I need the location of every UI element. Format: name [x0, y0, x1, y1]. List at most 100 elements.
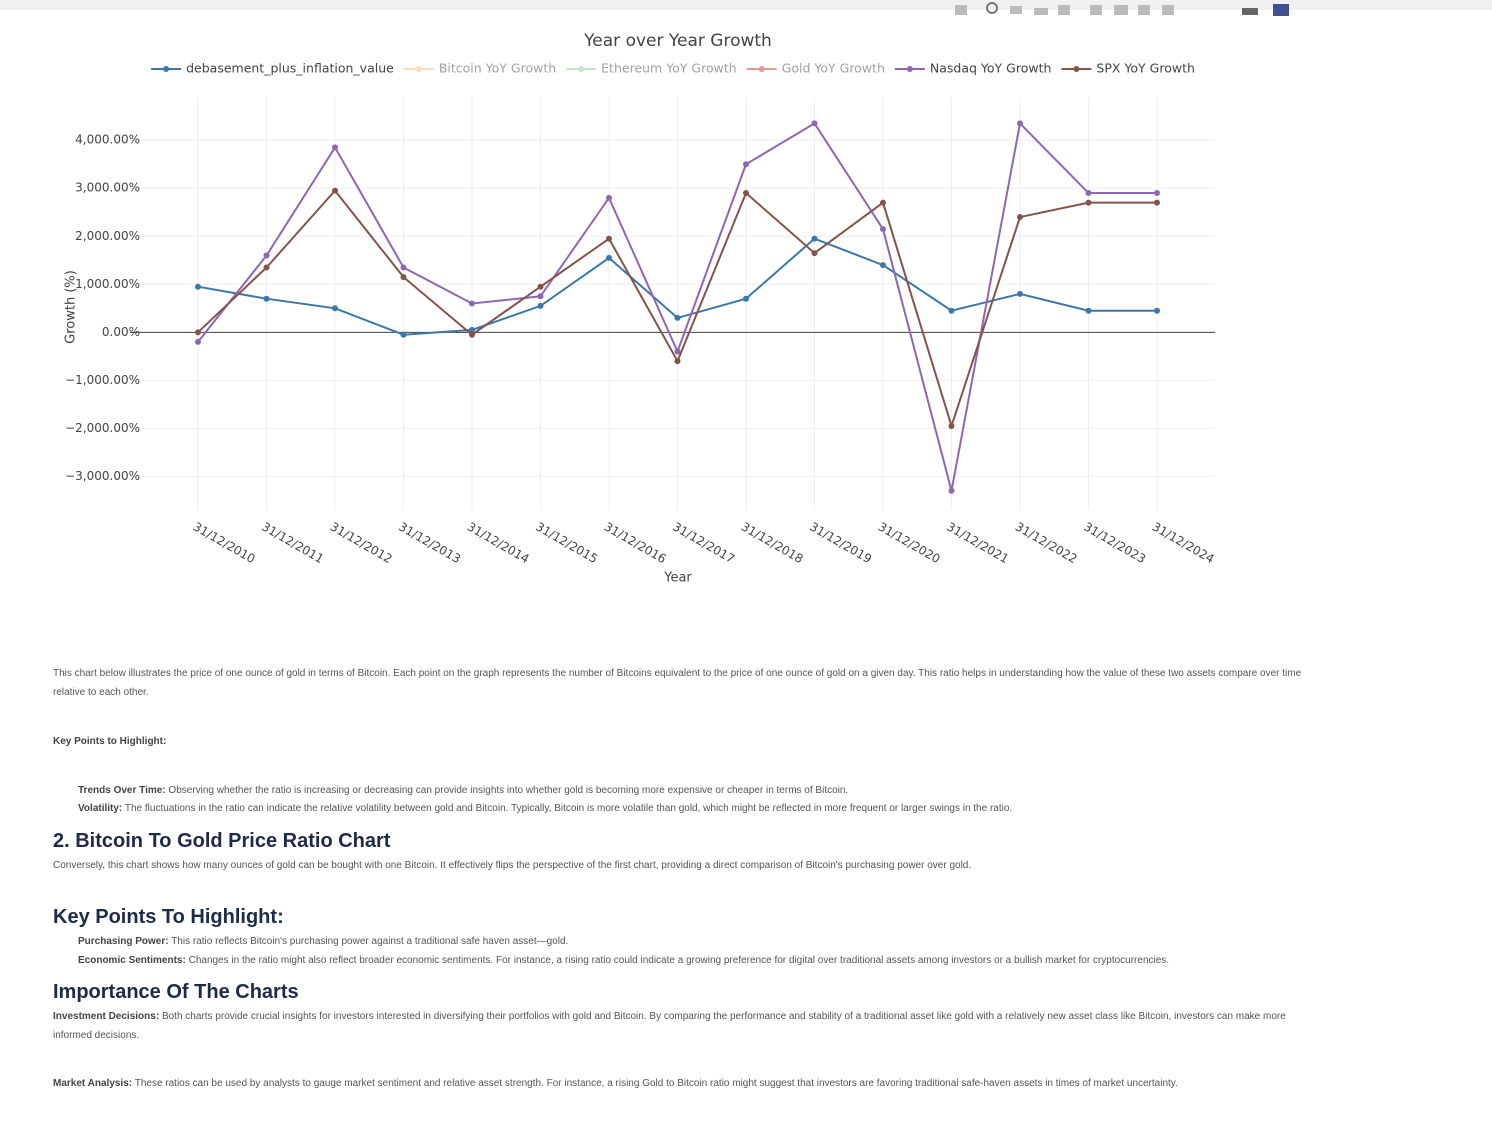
list-item: Purchasing Power: This ratio reflects Bi… [78, 932, 1333, 951]
legend-item[interactable]: SPX YoY Growth [1061, 61, 1195, 76]
modebar-button[interactable] [1090, 5, 1102, 15]
legend-marker [578, 66, 585, 72]
data-point [332, 144, 338, 151]
x-tick-label: 31/12/2016 [602, 520, 669, 567]
data-point [674, 358, 681, 365]
y-tick-label: 3,000.00% [75, 181, 140, 195]
list-item: Volatility: The fluctuations in the rati… [78, 799, 1333, 818]
list-item: Trends Over Time: Observing whether the … [78, 781, 1333, 800]
data-point [811, 250, 818, 257]
top-bar [0, 0, 1492, 10]
x-tick-label: 31/12/2021 [944, 520, 1011, 567]
paragraph: Conversely, this chart shows how many ou… [53, 860, 972, 871]
data-point [811, 120, 818, 127]
data-point [1154, 307, 1160, 314]
term: Economic Sentiments: [78, 955, 186, 966]
data-point [606, 194, 612, 201]
term: Market Analysis: [53, 1078, 133, 1089]
y-tick-label: −1,000.00% [65, 373, 140, 387]
data-point [263, 264, 270, 271]
heading: Importance Of The Charts [53, 981, 299, 1003]
x-axis-title: Year [663, 571, 692, 586]
data-point [743, 161, 749, 168]
y-tick-label: −3,000.00% [65, 469, 140, 483]
modebar-button[interactable] [1242, 8, 1258, 15]
data-point [1085, 307, 1092, 314]
data-point [400, 274, 407, 281]
data-point [537, 283, 544, 290]
data-point [880, 226, 886, 233]
modebar-button[interactable] [1010, 6, 1022, 14]
data-point [1085, 199, 1092, 206]
modebar-button[interactable] [1114, 5, 1128, 15]
data-point [880, 199, 886, 206]
legend-marker [758, 66, 765, 72]
data-point [1017, 120, 1023, 127]
modebar-button[interactable] [986, 2, 998, 14]
x-tick-label: 31/12/2020 [876, 520, 943, 567]
data-point [674, 314, 681, 321]
data-point [1085, 190, 1092, 197]
text: Observing whether the ratio is increasin… [168, 785, 849, 796]
legend-marker [906, 66, 913, 72]
y-tick-label: 1,000.00% [75, 277, 140, 291]
x-tick-label: 31/12/2024 [1150, 520, 1217, 567]
legend-label: Bitcoin YoY Growth [439, 61, 556, 76]
modebar-button[interactable] [1162, 5, 1174, 15]
data-point [1017, 290, 1023, 297]
data-point [743, 190, 749, 197]
legend-marker [163, 66, 170, 72]
legend-label: Nasdaq YoY Growth [930, 61, 1052, 76]
term: Investment Decisions: [53, 1011, 160, 1022]
data-point [606, 254, 612, 261]
modebar-button[interactable] [1058, 5, 1070, 15]
legend-item[interactable]: Nasdaq YoY Growth [894, 61, 1052, 76]
data-point [263, 252, 270, 259]
text: The fluctuations in the ratio can indica… [124, 803, 1013, 814]
legend-marker [415, 66, 422, 72]
modebar-button[interactable] [1034, 8, 1048, 15]
data-point [469, 331, 475, 338]
x-tick-label: 31/12/2018 [739, 520, 806, 567]
data-point [948, 307, 955, 314]
label: Key Points to Highlight: [53, 736, 167, 747]
heading: 2. Bitcoin To Gold Price Ratio Chart [53, 830, 391, 852]
chart-title: Year over Year Growth [583, 31, 772, 51]
modebar-button[interactable] [1138, 5, 1150, 15]
data-point [948, 422, 955, 429]
x-tick-label: 31/12/2015 [533, 520, 600, 567]
data-point [743, 295, 749, 302]
y-axis-title: Growth (%) [64, 270, 79, 344]
data-point [537, 302, 544, 309]
legend-label: Gold YoY Growth [782, 61, 885, 76]
legend-item[interactable]: Ethereum YoY Growth [566, 61, 737, 76]
y-tick-label: 2,000.00% [75, 229, 140, 243]
y-tick-label: 0.00% [102, 325, 140, 339]
grid [130, 97, 1215, 510]
legend-item[interactable]: Bitcoin YoY Growth [403, 61, 556, 76]
modebar-logo[interactable] [1273, 4, 1289, 16]
text: Both charts provide crucial insights for… [53, 1011, 1286, 1041]
data-point [332, 305, 338, 312]
legend-item[interactable]: debasement_plus_inflation_value [151, 61, 394, 76]
data-point [195, 338, 201, 345]
paragraph: This chart below illustrates the price o… [53, 668, 1302, 698]
x-tick-label: 31/12/2010 [191, 520, 258, 567]
x-tick-label: 31/12/2019 [807, 520, 874, 567]
term: Trends Over Time: [78, 785, 166, 796]
data-point [400, 264, 407, 271]
x-tick-label: 31/12/2022 [1013, 520, 1080, 567]
data-point [400, 331, 407, 338]
x-tick-label: 31/12/2023 [1081, 520, 1148, 567]
modebar-button[interactable] [955, 5, 967, 15]
term: Volatility: [78, 803, 123, 814]
x-tick-label: 31/12/2017 [670, 520, 737, 567]
text: These ratios can be used by analysts to … [134, 1078, 1178, 1089]
data-point [537, 293, 544, 300]
data-point [1154, 190, 1160, 197]
chart: Year over Year Growth Growth (%) Year de… [0, 0, 1492, 586]
data-point [1017, 214, 1023, 221]
legend-item[interactable]: Gold YoY Growth [746, 61, 885, 76]
x-tick-label: 31/12/2014 [465, 520, 532, 567]
